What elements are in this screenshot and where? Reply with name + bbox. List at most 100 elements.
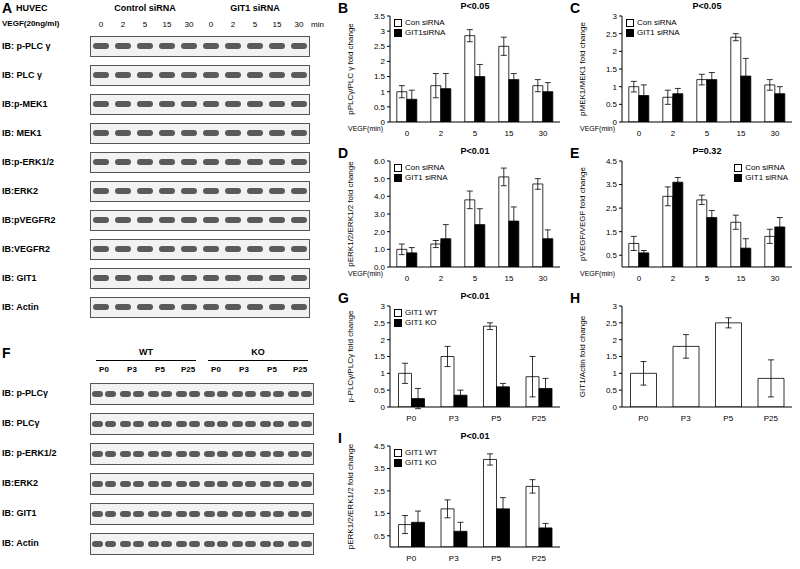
svg-text:3.0: 3.0 bbox=[374, 210, 386, 219]
svg-text:0: 0 bbox=[637, 274, 642, 283]
html-text:IB: PLC γ: IB: PLC γ bbox=[2, 70, 42, 80]
svg-text:2: 2 bbox=[671, 274, 676, 283]
svg-text:2: 2 bbox=[613, 336, 618, 345]
svg-text:4.0: 4.0 bbox=[374, 192, 386, 201]
svg-text:2: 2 bbox=[671, 129, 676, 138]
svg-text:3: 3 bbox=[613, 302, 618, 311]
svg-text:2: 2 bbox=[613, 47, 618, 56]
svg-text:P3: P3 bbox=[449, 414, 459, 423]
svg-text:5: 5 bbox=[705, 274, 710, 283]
svg-text:0.5: 0.5 bbox=[606, 386, 618, 395]
svg-text:P3: P3 bbox=[681, 414, 691, 423]
svg-text:1: 1 bbox=[381, 369, 386, 378]
svg-text:P5: P5 bbox=[723, 414, 733, 423]
svg-text:2: 2 bbox=[439, 129, 444, 138]
html-text:IB: Actin: IB: Actin bbox=[2, 302, 39, 312]
svg-text:1.5: 1.5 bbox=[374, 72, 386, 81]
svg-text:1: 1 bbox=[613, 83, 618, 92]
svg-text:30: 30 bbox=[771, 129, 780, 138]
svg-text:P0: P0 bbox=[638, 414, 648, 423]
svg-text:p-PLCγ/PLCγ fold change: p-PLCγ/PLCγ fold change bbox=[346, 310, 355, 403]
svg-text:0: 0 bbox=[381, 403, 386, 412]
svg-text:3.5: 3.5 bbox=[374, 464, 386, 473]
svg-text:5.0: 5.0 bbox=[374, 175, 386, 184]
svg-text:5: 5 bbox=[705, 129, 710, 138]
html-text:IB: GIT1: IB: GIT1 bbox=[2, 273, 37, 283]
svg-text:P25: P25 bbox=[532, 554, 547, 563]
svg-text:0.5: 0.5 bbox=[374, 103, 386, 112]
svg-text:0.5: 0.5 bbox=[374, 532, 386, 541]
svg-text:pVEGF/VEGF fold change: pVEGF/VEGF fold change bbox=[578, 167, 587, 261]
svg-text:GIT1/Actin fold change: GIT1/Actin fold change bbox=[578, 315, 587, 397]
svg-text:1.5: 1.5 bbox=[374, 352, 386, 361]
svg-text:4.5: 4.5 bbox=[606, 157, 618, 166]
svg-text:30: 30 bbox=[539, 274, 548, 283]
svg-text:2.5: 2.5 bbox=[606, 204, 618, 213]
svg-text:2: 2 bbox=[439, 274, 444, 283]
svg-text:30: 30 bbox=[771, 274, 780, 283]
svg-text:pERK1/2/ERK1/2 fold change: pERK1/2/ERK1/2 fold change bbox=[346, 161, 355, 267]
svg-text:0: 0 bbox=[405, 274, 410, 283]
html-text:Control siRNA: Control siRNA bbox=[114, 3, 176, 13]
svg-text:P0: P0 bbox=[406, 414, 416, 423]
svg-text:P3: P3 bbox=[449, 554, 459, 563]
html-text:IB:VEGFR2: IB:VEGFR2 bbox=[2, 244, 50, 254]
svg-text:6.0: 6.0 bbox=[374, 157, 386, 166]
svg-text:P25: P25 bbox=[764, 414, 779, 423]
html-text:D: D bbox=[338, 145, 349, 161]
svg-text:15: 15 bbox=[505, 274, 514, 283]
svg-text:2.0: 2.0 bbox=[374, 228, 386, 237]
svg-text:4.5: 4.5 bbox=[374, 442, 386, 451]
html-text:IB: MEK1: IB: MEK1 bbox=[2, 128, 42, 138]
svg-text:2: 2 bbox=[381, 57, 386, 66]
svg-text:3.5: 3.5 bbox=[606, 180, 618, 189]
svg-text:15: 15 bbox=[737, 274, 746, 283]
svg-text:2.5: 2.5 bbox=[374, 42, 386, 51]
svg-text:15: 15 bbox=[505, 129, 514, 138]
svg-text:2.5: 2.5 bbox=[374, 487, 386, 496]
svg-text:5: 5 bbox=[473, 274, 478, 283]
svg-text:0: 0 bbox=[637, 129, 642, 138]
svg-text:1: 1 bbox=[381, 88, 386, 97]
svg-text:P5: P5 bbox=[491, 414, 501, 423]
svg-text:0.5: 0.5 bbox=[606, 100, 618, 109]
html-text:IB:ERK2: IB:ERK2 bbox=[2, 186, 38, 196]
svg-text:P5: P5 bbox=[491, 554, 501, 563]
html-text:IB:p-ERK1/2: IB:p-ERK1/2 bbox=[2, 157, 54, 167]
svg-text:0: 0 bbox=[405, 129, 410, 138]
html-text:B: B bbox=[338, 0, 349, 16]
svg-text:1.5: 1.5 bbox=[606, 228, 618, 237]
svg-text:2: 2 bbox=[381, 336, 386, 345]
svg-text:3: 3 bbox=[381, 302, 386, 311]
svg-text:pERK1/2/ERK1/2 fold change: pERK1/2/ERK1/2 fold change bbox=[346, 443, 355, 549]
svg-text:3: 3 bbox=[381, 27, 386, 36]
html-text:G: G bbox=[338, 290, 349, 306]
svg-text:pMEK1/MEK1 fold change: pMEK1/MEK1 fold change bbox=[578, 22, 587, 116]
svg-text:1.0: 1.0 bbox=[374, 245, 386, 254]
svg-text:1.5: 1.5 bbox=[606, 65, 618, 74]
html-text:IB:p-MEK1: IB:p-MEK1 bbox=[2, 99, 48, 109]
svg-text:P25: P25 bbox=[532, 414, 547, 423]
html-text:A HUVEC: A HUVEC bbox=[2, 0, 48, 16]
svg-text:0.5: 0.5 bbox=[606, 251, 618, 260]
svg-text:1: 1 bbox=[613, 369, 618, 378]
svg-text:1.5: 1.5 bbox=[606, 352, 618, 361]
svg-text:0.5: 0.5 bbox=[374, 386, 386, 395]
html-text:H: H bbox=[570, 290, 581, 306]
html-text:C: C bbox=[570, 0, 581, 16]
svg-text:2.5: 2.5 bbox=[374, 319, 386, 328]
html-text:IB: p-PLC γ: IB: p-PLC γ bbox=[2, 41, 51, 51]
html-text:GIT1 siRNA: GIT1 siRNA bbox=[230, 3, 280, 13]
svg-text:3.5: 3.5 bbox=[374, 12, 386, 21]
svg-text:pPLCγ/PLC γ fold change: pPLCγ/PLC γ fold change bbox=[346, 23, 355, 115]
svg-text:30: 30 bbox=[539, 129, 548, 138]
svg-text:0: 0 bbox=[613, 403, 618, 412]
html-text:IB:pVEGFR2: IB:pVEGFR2 bbox=[2, 215, 56, 225]
svg-text:3: 3 bbox=[613, 12, 618, 21]
svg-text:P0: P0 bbox=[406, 554, 416, 563]
svg-text:5: 5 bbox=[473, 129, 478, 138]
svg-text:2.5: 2.5 bbox=[606, 30, 618, 39]
svg-text:15: 15 bbox=[737, 129, 746, 138]
svg-text:2.5: 2.5 bbox=[606, 319, 618, 328]
svg-text:1.5: 1.5 bbox=[374, 509, 386, 518]
